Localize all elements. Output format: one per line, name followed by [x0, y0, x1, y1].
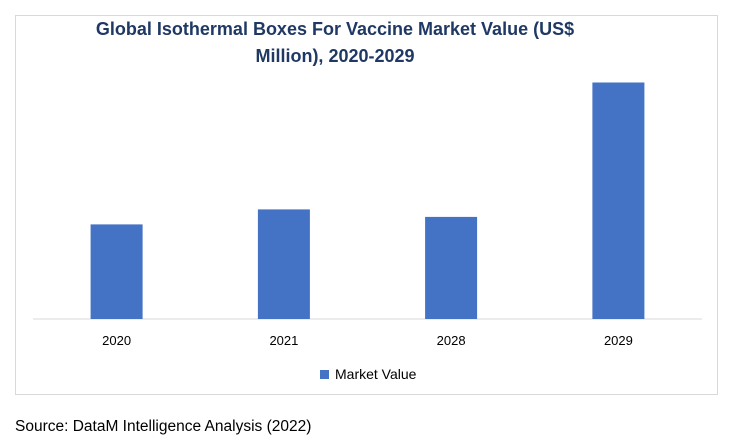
legend-label: Market Value: [335, 366, 417, 382]
legend: Market Value: [320, 365, 416, 383]
bar-2029: [592, 82, 645, 319]
source-note: Source: DataM Intelligence Analysis (202…: [15, 418, 312, 435]
bar-2021: [257, 209, 310, 319]
x-tick-label-2028: 2028: [437, 333, 466, 348]
x-tick-label-2029: 2029: [604, 333, 633, 348]
legend-swatch: [320, 369, 329, 379]
chart-title: Global Isothermal Boxes For Vaccine Mark…: [95, 19, 575, 66]
bar-2020: [90, 224, 143, 319]
x-tick-label-2020: 2020: [102, 333, 131, 348]
x-tick-label-2021: 2021: [269, 333, 298, 348]
bar-2028: [425, 216, 478, 319]
